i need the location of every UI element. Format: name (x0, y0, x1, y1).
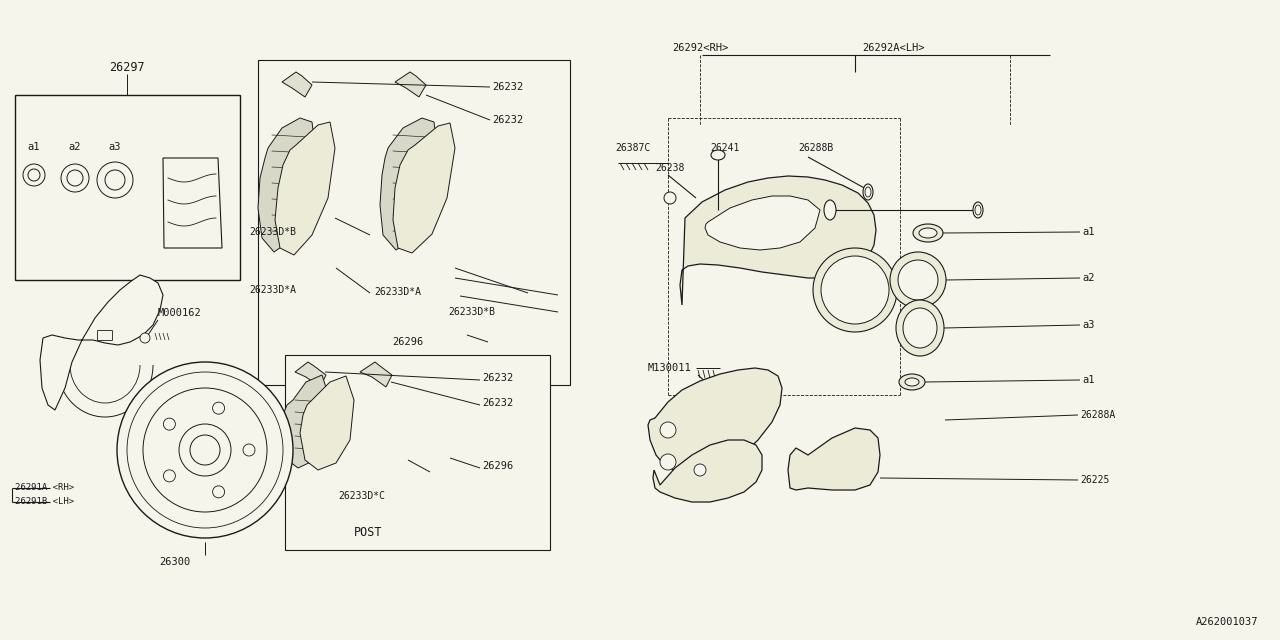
Text: A262001037: A262001037 (1196, 617, 1258, 627)
Polygon shape (294, 362, 326, 387)
Ellipse shape (710, 150, 724, 160)
Ellipse shape (905, 378, 919, 386)
Polygon shape (282, 72, 312, 97)
Ellipse shape (975, 205, 980, 215)
Circle shape (189, 435, 220, 465)
Polygon shape (40, 275, 163, 410)
Polygon shape (282, 375, 330, 468)
Circle shape (143, 388, 268, 512)
Circle shape (28, 169, 40, 181)
Text: 26233D*A: 26233D*A (374, 287, 421, 297)
Ellipse shape (973, 202, 983, 218)
Circle shape (164, 418, 175, 430)
Polygon shape (393, 123, 454, 253)
Ellipse shape (865, 187, 870, 197)
Ellipse shape (899, 374, 925, 390)
Polygon shape (788, 428, 881, 490)
Text: 26296: 26296 (483, 461, 513, 471)
Circle shape (243, 444, 255, 456)
Text: 26233D*B: 26233D*B (250, 227, 296, 237)
Text: 26300: 26300 (160, 557, 191, 567)
Text: 26241: 26241 (710, 143, 740, 153)
Circle shape (212, 486, 224, 498)
Ellipse shape (863, 184, 873, 200)
Circle shape (164, 470, 175, 482)
Circle shape (116, 362, 293, 538)
Text: 26291A <RH>: 26291A <RH> (15, 483, 74, 493)
Ellipse shape (919, 228, 937, 238)
Text: 26238: 26238 (655, 163, 685, 173)
Circle shape (660, 454, 676, 470)
Ellipse shape (902, 308, 937, 348)
Circle shape (660, 422, 676, 438)
Polygon shape (648, 368, 782, 474)
Text: a2: a2 (69, 142, 81, 152)
Text: 26291B <LH>: 26291B <LH> (15, 497, 74, 506)
Text: a1: a1 (1082, 227, 1094, 237)
Text: a2: a2 (1082, 273, 1094, 283)
Polygon shape (300, 376, 355, 470)
Text: M130011: M130011 (648, 363, 691, 373)
Circle shape (820, 256, 890, 324)
Text: 26292A<LH>: 26292A<LH> (861, 43, 924, 53)
Text: 26288A: 26288A (1080, 410, 1115, 420)
Polygon shape (360, 362, 392, 387)
Ellipse shape (824, 200, 836, 220)
Polygon shape (653, 440, 762, 502)
Text: a3: a3 (1082, 320, 1094, 330)
Text: a1: a1 (1082, 375, 1094, 385)
Polygon shape (680, 176, 876, 305)
Text: a1: a1 (28, 142, 40, 152)
Circle shape (67, 170, 83, 186)
Text: 26292<RH>: 26292<RH> (672, 43, 728, 53)
Circle shape (105, 170, 125, 190)
Text: M000162: M000162 (157, 308, 202, 318)
Text: 26225: 26225 (1080, 475, 1110, 485)
Text: 26232: 26232 (483, 373, 513, 383)
Text: 26232: 26232 (492, 82, 524, 92)
Polygon shape (275, 122, 335, 255)
Polygon shape (380, 118, 438, 250)
Text: 26296: 26296 (392, 337, 424, 347)
Circle shape (61, 164, 90, 192)
Text: 26233D*A: 26233D*A (250, 285, 296, 295)
Bar (15, 95, 241, 280)
Circle shape (140, 333, 150, 343)
Circle shape (127, 372, 283, 528)
Polygon shape (259, 118, 316, 252)
Ellipse shape (913, 224, 943, 242)
Ellipse shape (896, 300, 945, 356)
Circle shape (23, 164, 45, 186)
Bar (259, 60, 570, 385)
Circle shape (212, 402, 224, 414)
Circle shape (813, 248, 897, 332)
Circle shape (890, 252, 946, 308)
Text: 26232: 26232 (492, 115, 524, 125)
Text: 26387C: 26387C (614, 143, 650, 153)
Text: 26233D*C: 26233D*C (338, 491, 385, 501)
Circle shape (97, 162, 133, 198)
Text: 26288B: 26288B (797, 143, 833, 153)
Text: 26233D*B: 26233D*B (448, 307, 495, 317)
Text: 26232: 26232 (483, 398, 513, 408)
Text: a3: a3 (109, 142, 122, 152)
Circle shape (664, 192, 676, 204)
Circle shape (179, 424, 230, 476)
Polygon shape (163, 158, 221, 248)
Circle shape (694, 464, 707, 476)
Polygon shape (705, 196, 820, 250)
Polygon shape (396, 72, 426, 97)
Circle shape (899, 260, 938, 300)
Text: POST: POST (353, 525, 383, 538)
Bar (285, 355, 550, 550)
Text: 26297: 26297 (109, 61, 145, 74)
